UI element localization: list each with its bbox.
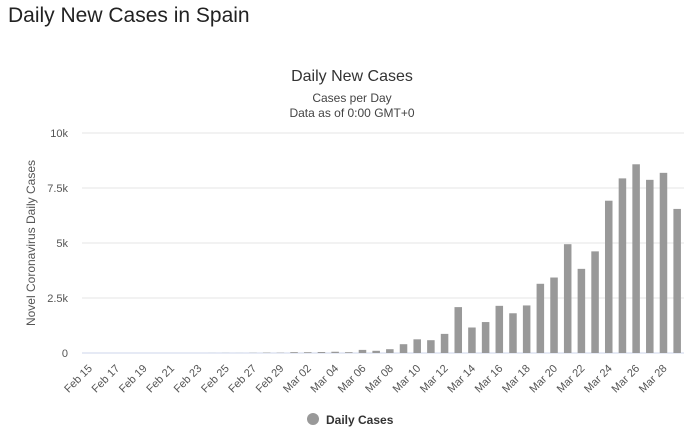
y-tick-label: 10k [50, 128, 68, 140]
x-tick-label: Feb 21 [144, 363, 177, 396]
bar[interactable] [536, 283, 545, 353]
y-axis-label: Novel Coronavirus Daily Cases [24, 160, 38, 326]
x-tick-label: Mar 24 [582, 363, 615, 396]
bars [208, 164, 681, 353]
chart-subtitle: Cases per Day [312, 91, 391, 105]
x-tick-label: Feb 25 [199, 363, 232, 396]
x-tick-label: Mar 20 [527, 363, 560, 396]
bar[interactable] [509, 313, 517, 353]
bar[interactable] [290, 352, 298, 353]
bar[interactable] [522, 305, 531, 353]
x-tick-label: Feb 27 [226, 363, 259, 396]
x-tick-label: Mar 06 [336, 363, 369, 396]
x-tick-label: Mar 02 [281, 363, 314, 396]
x-tick-label: Mar 04 [309, 363, 342, 396]
x-tick-label: Mar 22 [555, 363, 588, 396]
x-tick-label: Mar 18 [500, 363, 533, 396]
x-tick-label: Mar 28 [637, 363, 670, 396]
bar[interactable] [604, 200, 613, 353]
x-tick-label: Feb 17 [90, 363, 123, 396]
y-axis-ticks: 0 2.5k 5k 7.5k 10k [47, 128, 68, 360]
legend-label: Daily Cases [326, 413, 394, 427]
bar[interactable] [440, 333, 449, 353]
x-tick-label: Mar 08 [363, 363, 396, 396]
page-title: Daily New Cases in Spain [8, 4, 250, 27]
bar[interactable] [468, 327, 476, 353]
x-tick-label: Mar 16 [473, 363, 506, 396]
bar[interactable] [454, 307, 463, 353]
bar[interactable] [372, 350, 380, 353]
bar[interactable] [591, 251, 599, 353]
bar[interactable] [646, 179, 654, 353]
legend[interactable]: Daily Cases [307, 413, 394, 427]
bar[interactable] [563, 244, 572, 353]
bar[interactable] [345, 352, 353, 353]
x-tick-label: Feb 15 [62, 363, 95, 396]
bar[interactable] [358, 349, 367, 353]
chart-subtitle-date: Data as of 0:00 GMT+0 [289, 106, 414, 120]
x-tick-label: Mar 26 [610, 363, 643, 396]
bar[interactable] [618, 178, 627, 353]
bar[interactable] [481, 322, 490, 353]
bar[interactable] [331, 351, 339, 353]
y-tick-label: 0 [62, 348, 68, 360]
bar[interactable] [550, 277, 558, 353]
bar[interactable] [577, 268, 586, 353]
legend-marker [307, 413, 319, 425]
x-tick-label: Feb 23 [172, 363, 205, 396]
bar[interactable] [413, 339, 421, 353]
x-tick-label: Feb 29 [254, 363, 287, 396]
bar[interactable] [495, 305, 504, 353]
y-tick-label: 7.5k [47, 183, 68, 195]
bar[interactable] [317, 352, 326, 353]
x-tick-label: Mar 10 [391, 363, 424, 396]
bar[interactable] [427, 340, 435, 353]
bar[interactable] [632, 164, 640, 353]
bar[interactable] [673, 208, 681, 353]
bar[interactable] [303, 352, 312, 353]
x-tick-label: Feb 19 [117, 363, 150, 396]
y-tick-label: 2.5k [47, 293, 68, 305]
chart-title: Daily New Cases [291, 68, 413, 85]
bar[interactable] [386, 349, 394, 353]
x-tick-label: Mar 14 [445, 363, 478, 396]
bar[interactable] [659, 172, 668, 353]
y-tick-label: 5k [56, 238, 68, 250]
x-tick-label: Mar 12 [418, 363, 451, 396]
bar[interactable] [399, 344, 408, 353]
